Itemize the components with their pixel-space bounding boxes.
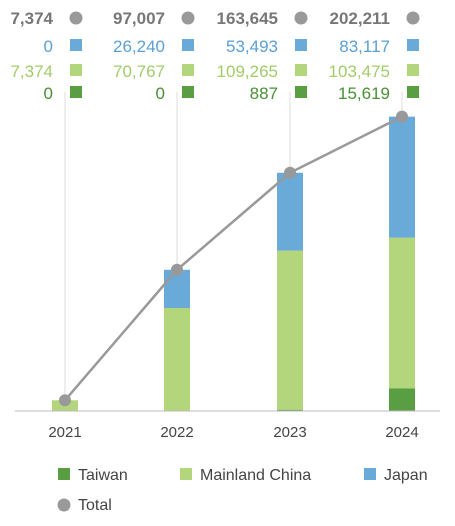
taiwan-marker-icon	[295, 86, 307, 98]
legend-label: Taiwan	[78, 467, 128, 484]
bar-mainland-china-2023	[277, 250, 303, 410]
value-label-taiwan-2023: 887	[250, 84, 278, 103]
taiwan-marker-icon	[182, 86, 194, 98]
value-label-japan-2021: 0	[44, 37, 53, 56]
mainland-china-marker-icon	[407, 64, 419, 76]
legend-item-total: Total	[57, 497, 112, 514]
value-label-taiwan-2022: 0	[156, 84, 165, 103]
legend-item-mainland-china: Mainland China	[180, 467, 311, 484]
bar-japan-2024	[389, 116, 415, 238]
legend-swatch-icon	[180, 468, 192, 480]
value-label-mainland-china-2024: 103,475	[329, 62, 390, 81]
total-marker-icon	[406, 11, 420, 25]
japan-marker-icon	[295, 39, 307, 51]
value-label-total-2021: 7,374	[10, 9, 53, 28]
value-table: 7,374 97,007 163,645 202,211 0 26,240 53,493 83…	[10, 9, 420, 103]
value-label-mainland-china-2023: 109,265	[217, 62, 278, 81]
mainland-china-marker-icon	[182, 64, 194, 76]
bar-japan-2022	[164, 269, 190, 308]
legend-swatch-icon	[58, 468, 70, 480]
value-label-mainland-china-2021: 7,374	[10, 62, 53, 81]
total-series-line	[64, 115, 403, 402]
mainland-china-marker-icon	[295, 64, 307, 76]
legend-label: Japan	[384, 467, 428, 484]
value-label-total-2023: 163,645	[217, 9, 278, 28]
total-point-2021	[59, 394, 71, 407]
grid-lines	[64, 92, 403, 411]
bar-mainland-china-2024	[389, 237, 415, 389]
bars	[52, 116, 415, 411]
total-marker-icon	[181, 11, 195, 25]
legend-swatch-icon	[364, 468, 376, 480]
x-tick-label: 2023	[273, 424, 306, 441]
mainland-china-marker-icon	[70, 64, 82, 76]
value-label-japan-2022: 26,240	[113, 37, 165, 56]
value-label-total-2022: 97,007	[113, 9, 165, 28]
x-tick-label: 2022	[160, 424, 193, 441]
taiwan-marker-icon	[407, 86, 419, 98]
total-point-2022	[171, 263, 183, 276]
legend: Taiwan Mainland China Japan Total	[57, 467, 428, 514]
legend-item-taiwan: Taiwan	[58, 467, 128, 484]
japan-marker-icon	[182, 39, 194, 51]
legend-swatch-icon	[57, 498, 71, 512]
total-point-2023	[284, 166, 296, 179]
value-label-mainland-china-2022: 70,767	[113, 62, 165, 81]
legend-label: Total	[78, 497, 112, 514]
japan-marker-icon	[70, 39, 82, 51]
bar-taiwan-2023	[277, 409, 303, 411]
bar-taiwan-2024	[389, 388, 415, 411]
x-tick-label: 2021	[48, 424, 81, 441]
legend-item-japan: Japan	[364, 467, 428, 484]
total-marker-icon	[69, 11, 83, 25]
value-label-taiwan-2024: 15,619	[338, 84, 390, 103]
value-label-japan-2023: 53,493	[226, 37, 278, 56]
bar-mainland-china-2022	[164, 307, 190, 411]
taiwan-marker-icon	[70, 86, 82, 98]
x-tick-label: 2024	[385, 424, 418, 441]
value-label-total-2024: 202,211	[329, 9, 390, 28]
total-marker-icon	[294, 11, 308, 25]
total-line	[59, 110, 408, 407]
value-label-japan-2024: 83,117	[339, 37, 390, 56]
value-label-taiwan-2021: 0	[44, 84, 53, 103]
bar-japan-2023	[277, 172, 303, 251]
x-axis: 2021 2022 2023 2024	[15, 410, 440, 441]
legend-label: Mainland China	[200, 467, 311, 484]
japan-marker-icon	[407, 39, 419, 51]
total-point-2024	[396, 110, 408, 123]
